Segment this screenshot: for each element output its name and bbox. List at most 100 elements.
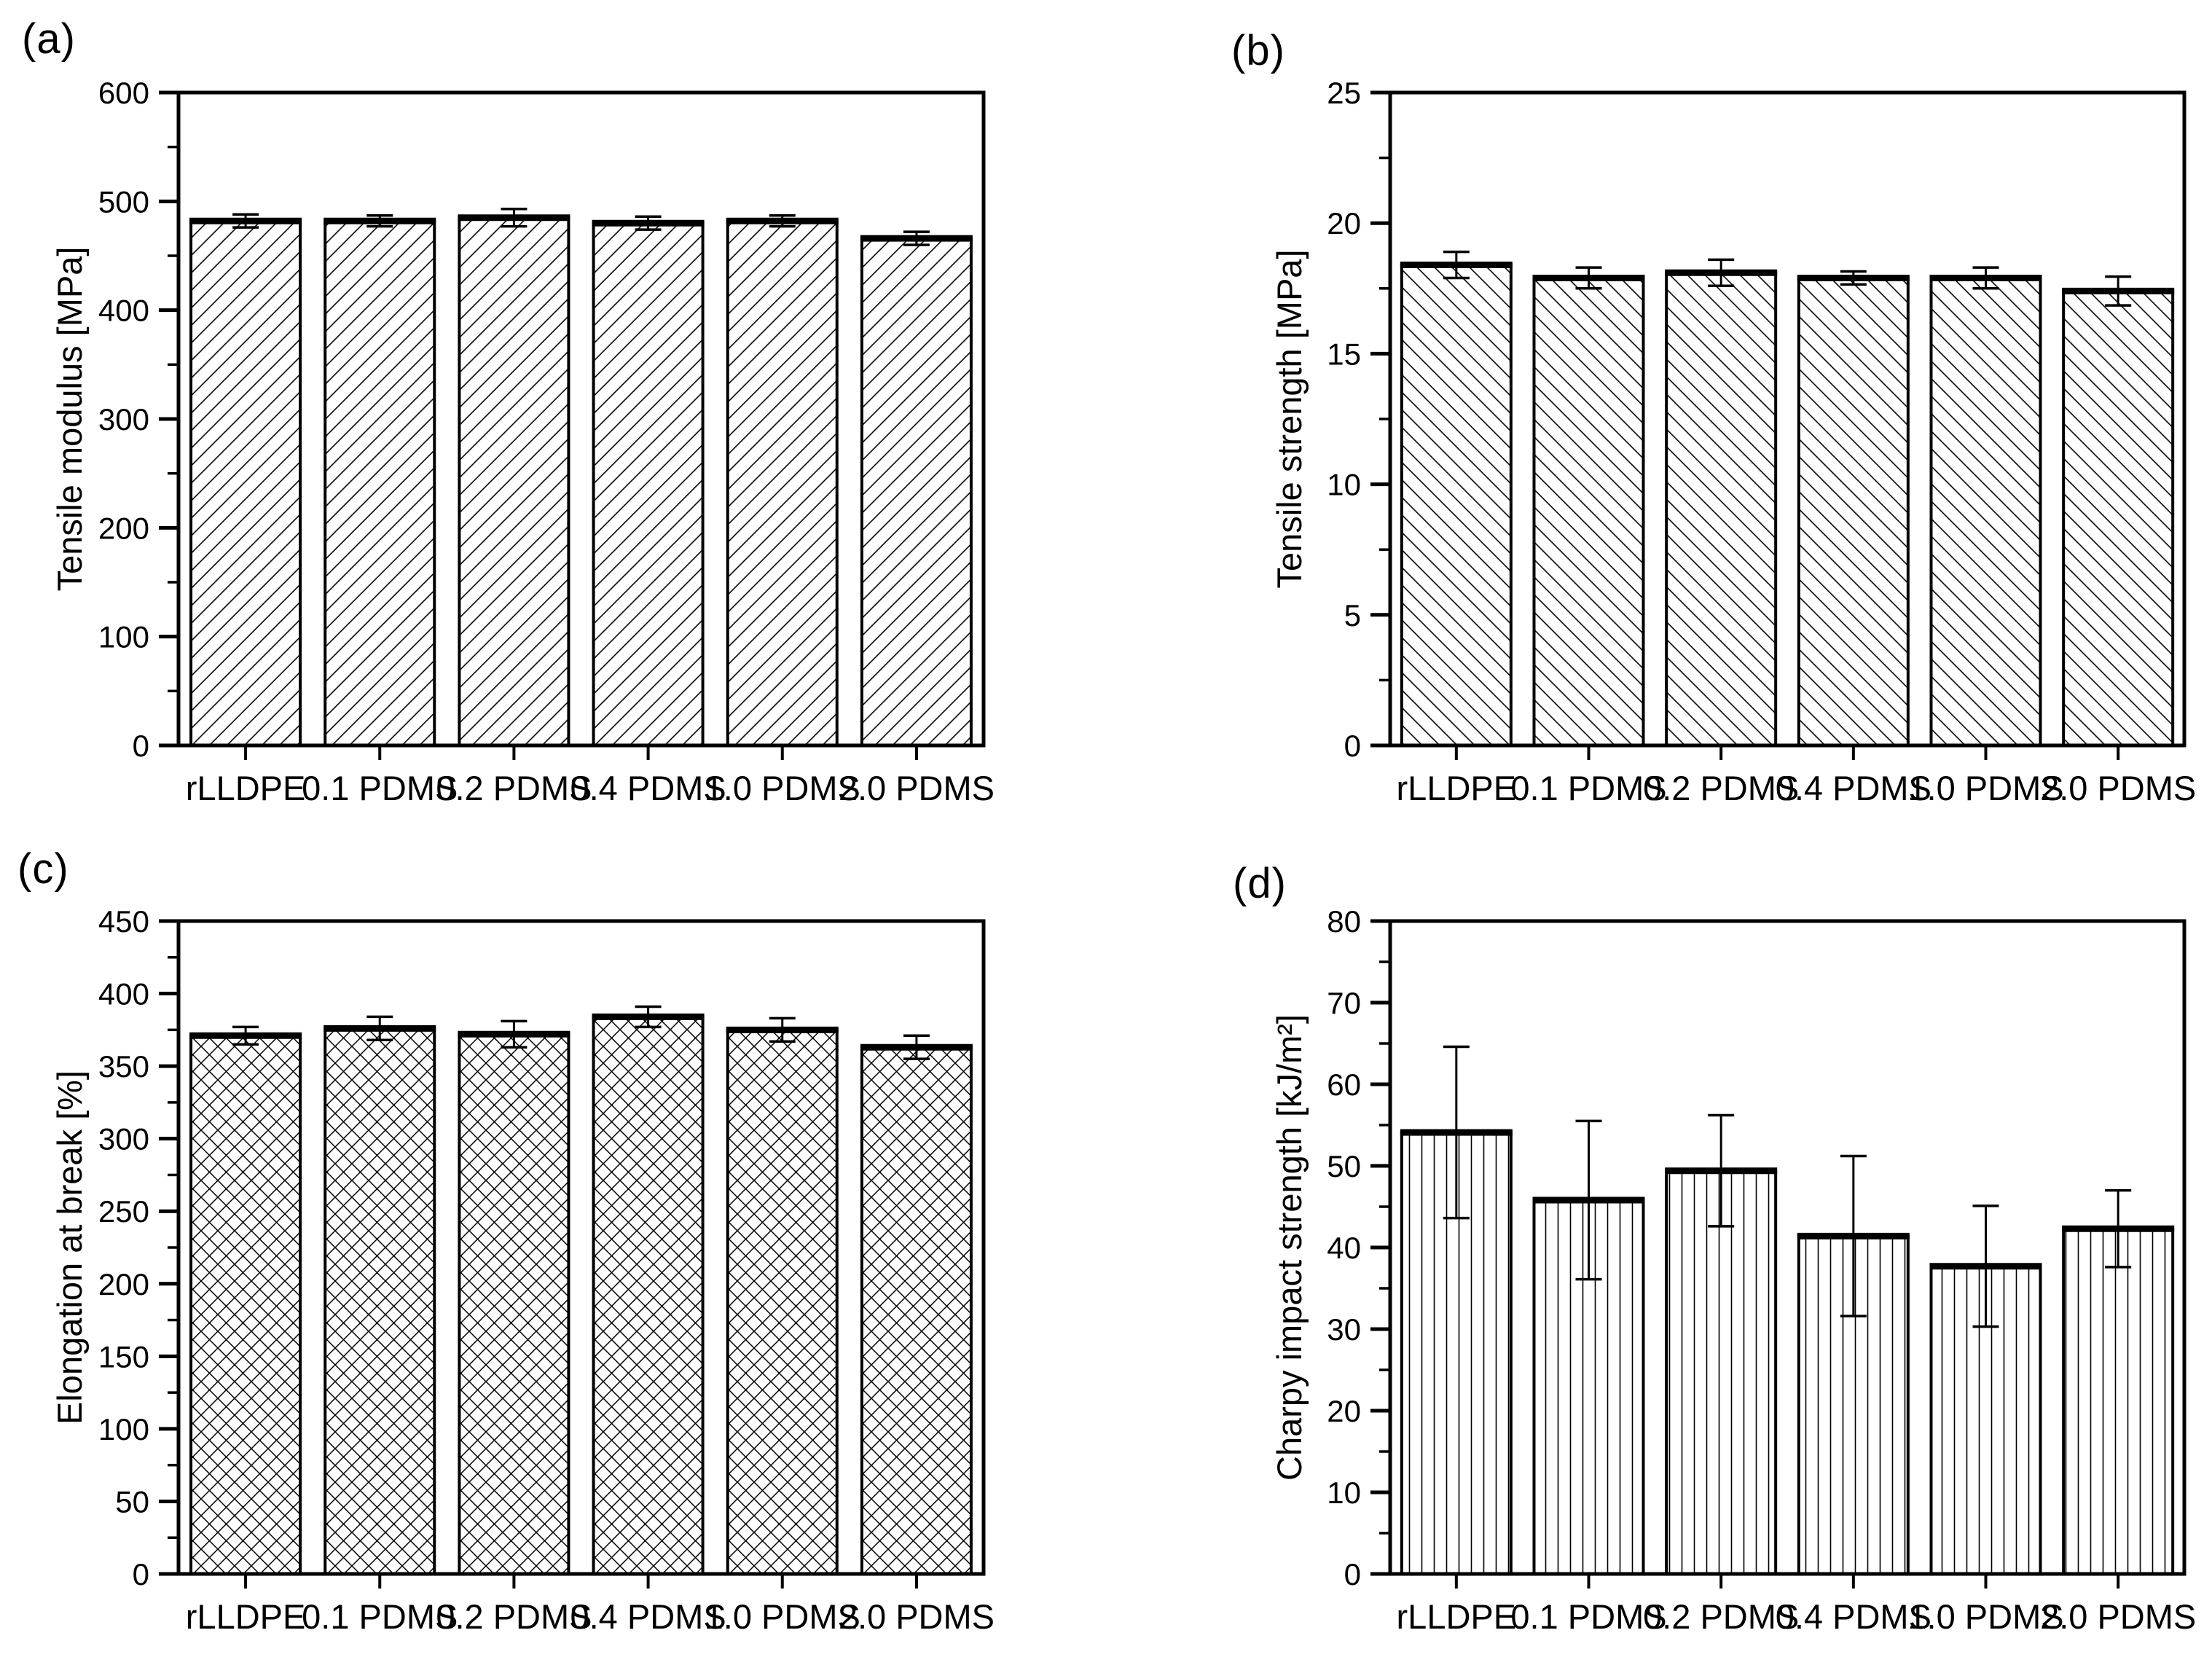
y-tick-label: 450	[98, 904, 149, 939]
bar-group-2-0-pdms	[860, 230, 973, 747]
x-tick-label: 2.0 PDMS	[839, 769, 995, 807]
y-tick-label: 300	[98, 1122, 149, 1156]
x-tick-label: 0.1 PDMS	[1510, 1597, 1666, 1636]
bar-group-1-0-pdms	[1929, 266, 2042, 747]
x-tick-label: 0.2 PDMS	[1643, 1597, 1799, 1636]
x-tick-label: rLLDPE	[186, 1597, 306, 1636]
chart-tensile-modulus: 0 100 200 300 400 500 600 Tensile modulus [MPa]…	[50, 76, 995, 807]
bar-group-0-1-pdms	[1532, 266, 1645, 747]
bar-group-0-2-pdms	[458, 208, 570, 747]
y-tick-label: 300	[98, 402, 149, 436]
y-tick-label: 0	[133, 1557, 149, 1591]
y-tick-label: 350	[98, 1049, 149, 1084]
bar-group-1-0-pdms	[726, 1016, 839, 1576]
x-tick-label: 0.1 PDMS	[302, 769, 458, 807]
panel-d-charpy-impact-strength: (d) 0 10 20 30 40 50 60 70 80 Charpy impact stren…	[1106, 828, 2212, 1657]
bar	[1532, 276, 1645, 747]
bar-group-2-0-pdms	[860, 1034, 973, 1575]
y-axis-title: Tensile modulus [MPa]	[50, 247, 89, 592]
y-tick-label: 10	[1327, 468, 1361, 502]
y-axis-title: Elongation at break [%]	[50, 1070, 89, 1425]
x-tick-label: 0.2 PDMS	[436, 769, 592, 807]
bar	[1665, 1169, 1778, 1576]
bar	[1929, 276, 2042, 747]
bar-group-0-2-pdms	[1665, 258, 1778, 747]
bar	[726, 219, 839, 748]
chart-elongation-at-break: 0 50 100 150 200 250 300 350 400 450 Elongation at…	[50, 904, 995, 1636]
y-tick-label: 100	[98, 1412, 149, 1446]
x-tick-label: 1.0 PDMS	[705, 1597, 860, 1636]
y-tick-label: 30	[1327, 1312, 1361, 1347]
bar-group-rlldpe	[189, 1025, 302, 1575]
bar-group-0-4-pdms	[592, 215, 705, 747]
y-tick-label: 5	[1344, 598, 1361, 632]
bar-group-rlldpe	[189, 213, 302, 748]
bar	[458, 1033, 570, 1576]
y-tick-label: 600	[98, 76, 149, 110]
x-tick-label: 1.0 PDMS	[1907, 769, 2063, 807]
y-tick-label: 60	[1327, 1068, 1361, 1102]
bar	[2062, 289, 2175, 748]
bar	[1400, 263, 1513, 747]
bar-group-rlldpe	[1400, 250, 1513, 747]
x-tick-label: 2.0 PDMS	[2040, 1597, 2196, 1636]
y-tick-label: 0	[133, 729, 149, 763]
x-tick-label: 2.0 PDMS	[839, 1597, 995, 1636]
y-tick-label: 10	[1327, 1476, 1361, 1510]
panel-b-tensile-strength: (b) 0 5 10 15 20 25 Tensile strength [MPa] rLLD…	[1106, 0, 2212, 828]
y-tick-label: 80	[1327, 904, 1361, 939]
bar-group-0-4-pdms	[592, 1005, 705, 1575]
panel-label-b: (b)	[1231, 27, 1285, 74]
bar	[323, 219, 436, 748]
bar-group-0-4-pdms	[1797, 270, 1910, 747]
bar-group-2-0-pdms	[2062, 1188, 2175, 1575]
y-tick-label: 20	[1327, 206, 1361, 240]
x-tick-label: 0.4 PDMS	[570, 1597, 726, 1636]
x-tick-label: 1.0 PDMS	[705, 769, 860, 807]
x-tick-label: rLLDPE	[1397, 769, 1517, 807]
bar	[592, 1015, 705, 1575]
bar-group-0-2-pdms	[458, 1019, 570, 1576]
chart-charpy-impact-strength: 0 10 20 30 40 50 60 70 80 Charpy impact strength …	[1270, 904, 2196, 1636]
bar	[1665, 271, 1778, 747]
x-tick-label: 0.4 PDMS	[1776, 1597, 1931, 1636]
y-tick-label: 0	[1344, 729, 1361, 763]
y-tick-label: 70	[1327, 986, 1361, 1020]
bar-group-0-1-pdms	[323, 1015, 436, 1575]
bar	[189, 219, 302, 748]
y-tick-label: 40	[1327, 1231, 1361, 1265]
panel-label-a: (a)	[22, 15, 76, 63]
bar-group-0-1-pdms	[323, 214, 436, 748]
bar-group-0-4-pdms	[1797, 1154, 1910, 1575]
x-tick-label: 1.0 PDMS	[1907, 1597, 2063, 1636]
bar	[1797, 276, 1910, 747]
x-tick-label: rLLDPE	[1397, 1597, 1517, 1636]
bar	[860, 237, 973, 747]
y-axis-title: Charpy impact strength [kJ/m²]	[1270, 1014, 1309, 1481]
x-tick-label: 2.0 PDMS	[2040, 769, 2196, 807]
y-tick-label: 500	[98, 184, 149, 219]
y-tick-label: 100	[98, 620, 149, 654]
y-tick-label: 150	[98, 1339, 149, 1374]
y-axis: 0 100 200 300 400 500 600	[98, 76, 179, 763]
bar-group-1-0-pdms	[726, 214, 839, 748]
bar-group-rlldpe	[1400, 1045, 1513, 1575]
panel-label-d: (d)	[1233, 860, 1287, 907]
bar	[726, 1028, 839, 1576]
x-tick-label: 0.4 PDMS	[570, 769, 726, 807]
x-tick-label: 0.1 PDMS	[302, 1597, 458, 1636]
y-axis: 0 10 20 30 40 50 60 70 80	[1327, 904, 1390, 1591]
bar-group-0-2-pdms	[1665, 1113, 1778, 1576]
y-tick-label: 200	[98, 511, 149, 545]
x-tick-label: 0.4 PDMS	[1776, 769, 1931, 807]
panel-a-tensile-modulus: (a) 0 100 200 300 400 500 600 Tensile modulus […	[0, 0, 1106, 828]
bar	[189, 1034, 302, 1575]
y-tick-label: 0	[1344, 1557, 1361, 1591]
y-tick-label: 50	[1327, 1149, 1361, 1183]
panel-label-c: (c)	[17, 845, 69, 893]
x-tick-label: 0.2 PDMS	[436, 1597, 592, 1636]
y-axis: 0 50 100 150 200 250 300 350 400 450	[98, 904, 179, 1591]
x-tick-label: rLLDPE	[186, 769, 306, 807]
